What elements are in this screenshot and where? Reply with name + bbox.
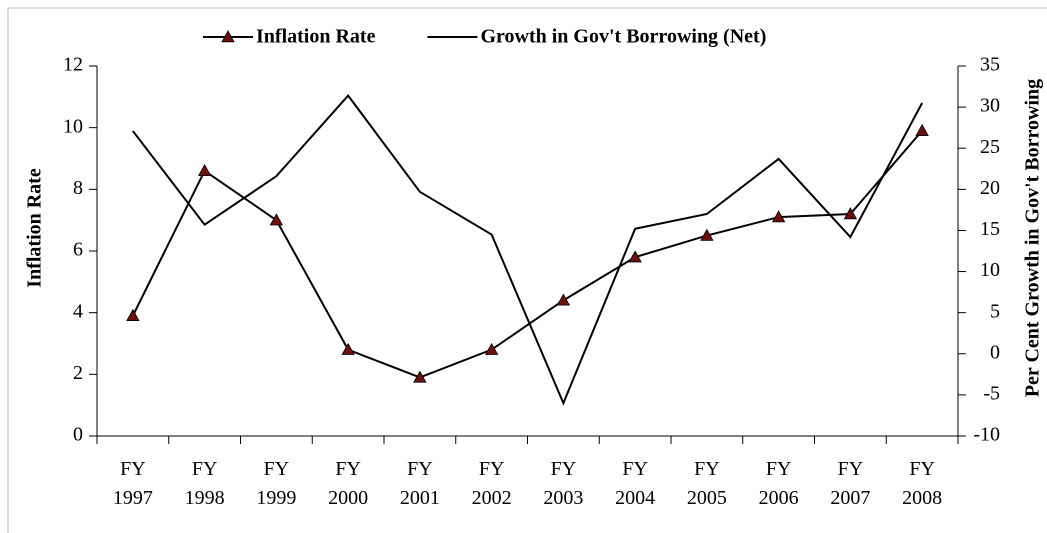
data-point [556, 293, 571, 306]
x-tick-label: FY 1997 [113, 458, 153, 509]
data-point [269, 213, 284, 226]
x-tick-label: FY 1999 [256, 458, 296, 509]
y2-tick-label: 35 [980, 54, 1000, 76]
y2-tick-label: 5 [990, 300, 1000, 322]
data-point [484, 342, 499, 355]
x-tick-label: FY 2000 [328, 458, 368, 509]
y-tick-label: 10 [63, 115, 83, 137]
data-point [413, 370, 427, 383]
series-line [132, 94, 924, 406]
data-point [771, 210, 786, 223]
data-point [341, 342, 355, 355]
y2-tick-label: 25 [980, 136, 1000, 158]
y2-tick-label: -5 [983, 382, 1000, 404]
x-tick-label: FY 2002 [472, 458, 512, 509]
x-tick-label: FY 2001 [400, 458, 440, 509]
data-point [915, 123, 929, 136]
y2-tick-label: 0 [990, 341, 1000, 363]
y-axis-title: Inflation Rate [24, 168, 46, 288]
x-tick-label: FY 1998 [185, 458, 225, 509]
series-line [131, 130, 923, 379]
x-tick-label: FY 2006 [759, 458, 799, 509]
data-point [197, 164, 212, 177]
chart-frame [7, 7, 1047, 533]
x-tick-label: FY 2005 [687, 458, 727, 509]
data-point [628, 250, 642, 263]
x-tick-label: FY 2004 [615, 458, 655, 509]
y-tick-label: 0 [73, 424, 83, 446]
x-tick-label: FY 2007 [830, 458, 870, 509]
data-point [843, 207, 858, 220]
y-tick-label: 6 [73, 239, 83, 261]
x-tick-label: FY 2008 [902, 458, 942, 509]
y2-axis-title: Per Cent Growth in Gov't Borrowing [1022, 79, 1044, 397]
data-point [700, 228, 714, 241]
y2-tick-label: -10 [973, 424, 1000, 446]
y-tick-label: 8 [73, 177, 83, 199]
y2-tick-label: 10 [980, 259, 1000, 281]
legend-marker [221, 30, 235, 43]
y-tick-label: 4 [73, 300, 83, 322]
y-tick-label: 12 [63, 54, 83, 76]
data-point [126, 308, 140, 321]
legend-label: Inflation Rate [256, 26, 376, 48]
y2-tick-label: 20 [980, 177, 1000, 199]
y2-tick-label: 15 [980, 218, 1000, 240]
legend-label: Growth in Gov't Borrowing (Net) [480, 26, 766, 48]
x-tick-label: FY 2003 [543, 458, 583, 509]
y-tick-label: 2 [73, 362, 83, 384]
y2-tick-label: 30 [980, 95, 1000, 117]
